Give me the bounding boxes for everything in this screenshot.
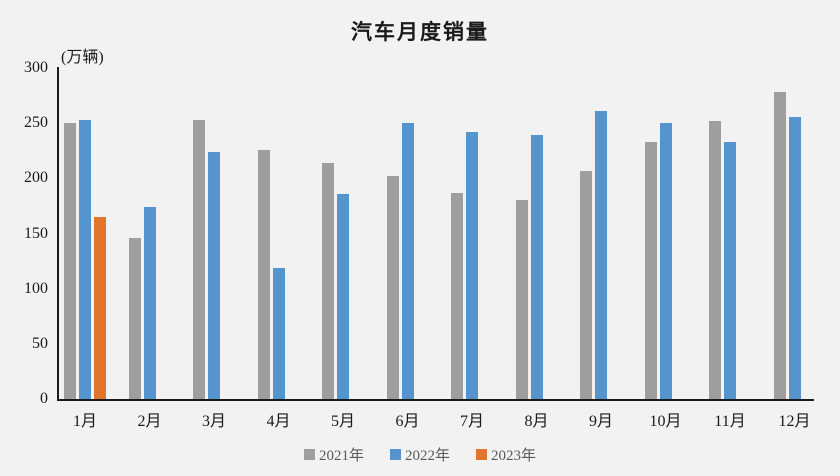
bar-2021年-4月: [257, 149, 270, 399]
legend-item-2022年: 2022年: [389, 444, 450, 465]
bar-2022年-2月: [143, 207, 156, 399]
x-tick-label-1月: 1月: [72, 413, 97, 430]
x-tick-label-6月: 6月: [395, 413, 420, 430]
legend-label: 2023年: [491, 448, 537, 464]
bar-2021年-6月: [386, 176, 399, 399]
bar-2022年-3月: [208, 151, 220, 399]
legend-item-2023年: 2023年: [476, 444, 536, 465]
y-tick-label-300: 300: [24, 59, 48, 76]
y-tick-label-150: 150: [24, 224, 48, 242]
bar-2022年-7月: [466, 131, 478, 399]
bar-2021年-8月: [515, 200, 528, 399]
bar-2022年-11月: [724, 141, 736, 399]
bar-2021年-10月: [644, 141, 657, 399]
x-tick-label-11月: 11月: [714, 413, 746, 430]
y-axis-unit-label: (万辆): [61, 49, 104, 66]
bar-2022年-4月: [272, 267, 285, 399]
legend-swatch-icon: [476, 449, 487, 460]
bar-2022年-8月: [530, 135, 543, 399]
bar-2021年-3月: [193, 119, 205, 399]
y-tick-label-200: 200: [24, 169, 48, 187]
x-tick-label-10月: 10月: [649, 413, 682, 430]
bar-2021年-12月: [773, 92, 786, 399]
x-tick-label-7月: 7月: [459, 413, 484, 430]
legend-swatch-icon: [303, 449, 315, 460]
bar-2021年-1月: [64, 123, 76, 399]
bar-2021年-5月: [322, 162, 334, 399]
bar-2022年-9月: [595, 111, 607, 399]
y-axis-line: [57, 67, 59, 401]
y-tick-label-250: 250: [24, 114, 48, 132]
y-tick-label-100: 100: [24, 279, 48, 297]
legend-swatch-icon: [389, 449, 401, 460]
legend-label: 2021年: [318, 448, 364, 464]
bar-2022年-1月: [79, 119, 91, 399]
x-tick-label-12月: 12月: [778, 413, 811, 430]
x-tick-label-2月: 2月: [137, 413, 162, 430]
y-tick-label-0: 0: [40, 390, 48, 407]
legend-item-2021年: 2021年: [303, 444, 364, 465]
bar-2021年-11月: [709, 120, 721, 399]
bar-2023年-1月: [94, 216, 106, 399]
y-tick-label-50: 50: [32, 334, 48, 352]
bar-2022年-10月: [659, 123, 672, 399]
bar-2021年-2月: [128, 237, 141, 399]
x-tick-label-3月: 3月: [201, 413, 226, 430]
legend-label: 2022年: [404, 448, 450, 464]
bar-2021年-7月: [451, 192, 463, 399]
chart-legend: 2021年 2022年 2023年: [0, 444, 840, 465]
bar-2022年-5月: [337, 193, 349, 399]
bar-2022年-12月: [788, 116, 801, 399]
bar-2022年-6月: [401, 123, 414, 399]
bar-2021年-9月: [580, 170, 592, 399]
x-tick-label-5月: 5月: [330, 413, 355, 430]
x-tick-label-8月: 8月: [524, 413, 549, 430]
x-tick-label-9月: 9月: [588, 413, 613, 430]
chart-title: 汽车月度销量: [351, 20, 489, 44]
x-tick-label-4月: 4月: [266, 413, 291, 430]
x-axis-line: [57, 399, 814, 401]
